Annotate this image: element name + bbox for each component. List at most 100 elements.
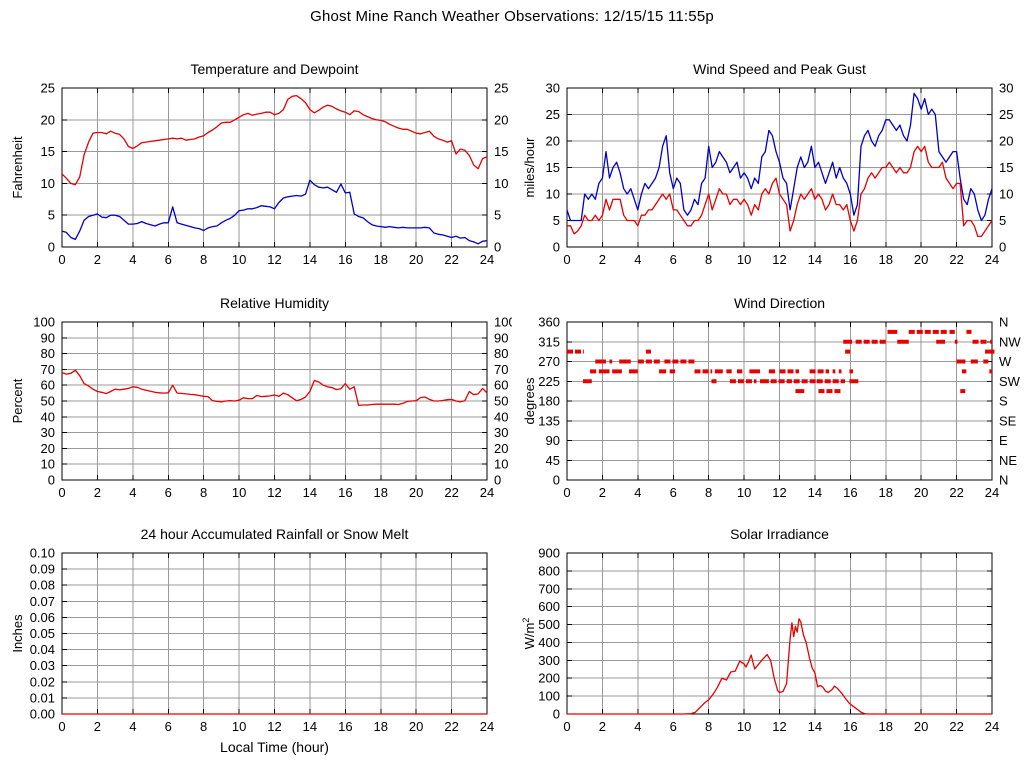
svg-text:20: 20 <box>409 719 423 734</box>
svg-text:20: 20 <box>409 485 423 500</box>
svg-text:24: 24 <box>480 719 494 734</box>
svg-text:14: 14 <box>808 485 822 500</box>
svg-text:16: 16 <box>843 252 857 267</box>
x-axis-label: Local Time (hour) <box>220 739 329 755</box>
svg-text:24: 24 <box>985 485 999 500</box>
svg-text:8: 8 <box>705 252 712 267</box>
svg-text:2: 2 <box>94 252 101 267</box>
svg-text:600: 600 <box>538 599 560 614</box>
y-axis-label: miles/hour <box>522 137 537 198</box>
svg-text:40: 40 <box>494 409 508 424</box>
svg-text:0: 0 <box>58 485 65 500</box>
svg-text:80: 80 <box>41 346 55 361</box>
svg-text:90: 90 <box>41 330 55 345</box>
svg-text:0: 0 <box>563 719 570 734</box>
svg-text:8: 8 <box>200 485 207 500</box>
gridlines <box>62 322 487 480</box>
svg-text:0.10: 0.10 <box>30 546 55 561</box>
temperature-line <box>61 94 488 186</box>
gridlines <box>62 88 487 247</box>
svg-text:270: 270 <box>538 354 560 369</box>
svg-text:0: 0 <box>494 473 501 488</box>
svg-text:0.02: 0.02 <box>30 674 55 689</box>
svg-text:S: S <box>999 394 1008 409</box>
wind-direction-points <box>567 329 995 394</box>
svg-text:22: 22 <box>949 719 963 734</box>
svg-text:18: 18 <box>374 252 388 267</box>
svg-text:16: 16 <box>843 485 857 500</box>
tick-marks <box>566 87 993 248</box>
svg-text:NE: NE <box>999 453 1017 468</box>
svg-text:12: 12 <box>267 252 281 267</box>
chart-title: Solar Irradiance <box>730 526 829 542</box>
svg-text:10: 10 <box>41 176 55 191</box>
svg-text:10: 10 <box>546 187 560 202</box>
svg-text:0: 0 <box>553 707 560 722</box>
y-axis-label: Inches <box>10 614 25 653</box>
svg-text:12: 12 <box>772 485 786 500</box>
svg-text:20: 20 <box>409 252 423 267</box>
gridlines <box>567 322 992 480</box>
svg-text:25: 25 <box>494 81 508 96</box>
svg-text:30: 30 <box>999 81 1013 96</box>
svg-text:0.00: 0.00 <box>30 707 55 722</box>
svg-text:6: 6 <box>670 719 677 734</box>
svg-text:22: 22 <box>949 252 963 267</box>
svg-text:0: 0 <box>48 473 55 488</box>
svg-text:0: 0 <box>553 473 560 488</box>
svg-text:24: 24 <box>480 485 494 500</box>
solar-irradiance-line <box>567 618 992 715</box>
svg-text:0: 0 <box>553 240 560 255</box>
svg-text:2: 2 <box>599 252 606 267</box>
svg-text:8: 8 <box>200 252 207 267</box>
svg-text:4: 4 <box>129 252 136 267</box>
svg-text:12: 12 <box>267 719 281 734</box>
svg-text:2: 2 <box>599 719 606 734</box>
svg-text:300: 300 <box>538 653 560 668</box>
svg-text:8: 8 <box>705 719 712 734</box>
svg-text:5: 5 <box>553 213 560 228</box>
svg-text:20: 20 <box>914 485 928 500</box>
svg-text:12: 12 <box>772 252 786 267</box>
svg-text:100: 100 <box>494 315 512 330</box>
svg-text:0.09: 0.09 <box>30 562 55 577</box>
svg-text:10: 10 <box>232 719 246 734</box>
svg-text:24: 24 <box>480 252 494 267</box>
svg-text:4: 4 <box>129 719 136 734</box>
svg-text:15: 15 <box>41 144 55 159</box>
y-axis-label: Percent <box>10 378 25 423</box>
svg-text:16: 16 <box>338 719 352 734</box>
chart-title: 24 hour Accumulated Rainfall or Snow Mel… <box>141 526 409 542</box>
svg-text:15: 15 <box>546 160 560 175</box>
svg-text:400: 400 <box>538 635 560 650</box>
svg-text:18: 18 <box>879 252 893 267</box>
svg-text:70: 70 <box>494 362 508 377</box>
svg-text:10: 10 <box>494 457 508 472</box>
svg-text:22: 22 <box>444 485 458 500</box>
tick-marks <box>566 321 993 481</box>
relative-humidity-line <box>61 369 488 407</box>
svg-text:5: 5 <box>999 213 1006 228</box>
svg-text:20: 20 <box>914 719 928 734</box>
svg-text:20: 20 <box>999 134 1013 149</box>
svg-text:225: 225 <box>538 374 560 389</box>
svg-text:45: 45 <box>546 453 560 468</box>
svg-text:0.08: 0.08 <box>30 578 55 593</box>
svg-text:10: 10 <box>232 485 246 500</box>
dewpoint-line <box>61 179 488 245</box>
svg-text:360: 360 <box>538 315 560 330</box>
svg-text:10: 10 <box>494 176 508 191</box>
svg-text:22: 22 <box>444 719 458 734</box>
svg-text:0.04: 0.04 <box>30 642 55 657</box>
svg-text:E: E <box>999 433 1008 448</box>
chart-solar: Solar Irradiance010020030040050060070080… <box>521 526 999 734</box>
svg-text:25: 25 <box>41 81 55 96</box>
svg-text:10: 10 <box>737 719 751 734</box>
svg-text:10: 10 <box>737 485 751 500</box>
